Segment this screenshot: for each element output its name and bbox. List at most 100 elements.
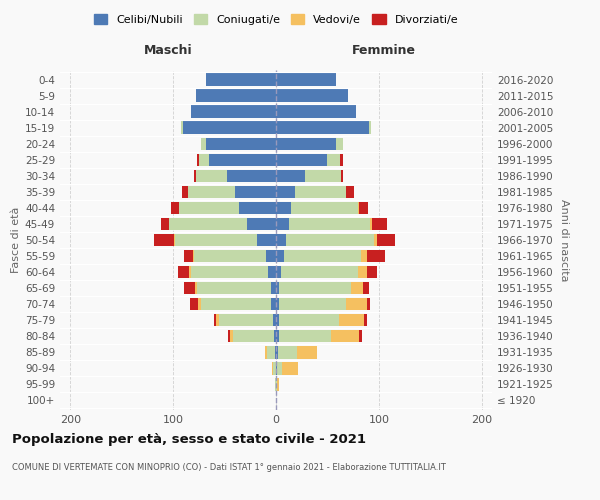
Bar	[276, 314, 279, 326]
Bar	[377, 234, 395, 246]
Bar	[191, 266, 268, 278]
Bar	[279, 282, 351, 294]
Bar	[268, 266, 276, 278]
Bar	[278, 346, 296, 358]
Bar	[276, 378, 277, 390]
Bar	[295, 186, 346, 198]
Bar	[328, 154, 340, 166]
Bar	[305, 170, 341, 182]
Bar	[358, 266, 367, 278]
Bar	[184, 282, 195, 294]
Bar	[275, 378, 276, 390]
Bar	[358, 202, 359, 214]
Bar	[367, 298, 370, 310]
Bar	[230, 330, 233, 342]
Bar	[227, 330, 230, 342]
Bar	[276, 106, 356, 118]
Bar	[277, 362, 282, 374]
Bar	[367, 266, 377, 278]
Bar	[199, 154, 209, 166]
Bar	[341, 170, 343, 182]
Bar	[276, 122, 368, 134]
Bar	[178, 266, 188, 278]
Bar	[367, 250, 385, 262]
Bar	[214, 314, 217, 326]
Bar	[179, 202, 239, 214]
Bar	[239, 202, 276, 214]
Bar	[154, 234, 174, 246]
Bar	[277, 378, 279, 390]
Text: COMUNE DI VERTEMATE CON MINOPRIO (CO) - Dati ISTAT 1° gennaio 2021 - Elaborazion: COMUNE DI VERTEMATE CON MINOPRIO (CO) - …	[12, 462, 446, 471]
Bar	[276, 170, 305, 182]
Bar	[276, 250, 284, 262]
Bar	[351, 282, 364, 294]
Bar	[276, 346, 278, 358]
Bar	[272, 362, 273, 374]
Bar	[196, 170, 227, 182]
Bar	[289, 218, 370, 230]
Bar	[276, 218, 289, 230]
Bar	[339, 314, 364, 326]
Bar	[276, 282, 279, 294]
Bar	[281, 266, 358, 278]
Bar	[359, 330, 362, 342]
Bar	[276, 266, 281, 278]
Bar	[193, 250, 194, 262]
Bar	[265, 346, 267, 358]
Bar	[198, 298, 201, 310]
Bar	[335, 138, 343, 150]
Bar	[201, 138, 206, 150]
Bar	[331, 330, 359, 342]
Bar	[161, 218, 169, 230]
Bar	[374, 234, 377, 246]
Bar	[181, 122, 184, 134]
Bar	[276, 186, 295, 198]
Bar	[359, 202, 368, 214]
Bar	[279, 314, 339, 326]
Bar	[276, 74, 335, 86]
Bar	[276, 90, 348, 102]
Bar	[175, 234, 257, 246]
Bar	[279, 330, 331, 342]
Bar	[273, 362, 276, 374]
Bar	[276, 298, 279, 310]
Bar	[296, 346, 317, 358]
Bar	[182, 186, 188, 198]
Y-axis label: Fasce di età: Fasce di età	[11, 207, 21, 273]
Bar	[271, 298, 276, 310]
Bar	[346, 186, 354, 198]
Bar	[169, 218, 247, 230]
Bar	[276, 154, 328, 166]
Bar	[197, 154, 199, 166]
Bar	[171, 202, 179, 214]
Bar	[188, 266, 191, 278]
Bar	[217, 314, 220, 326]
Bar	[184, 250, 193, 262]
Bar	[209, 154, 276, 166]
Bar	[266, 250, 276, 262]
Bar	[197, 282, 271, 294]
Bar	[282, 362, 298, 374]
Bar	[368, 122, 371, 134]
Bar	[174, 234, 175, 246]
Bar	[195, 282, 197, 294]
Bar	[276, 362, 277, 374]
Bar	[276, 234, 286, 246]
Y-axis label: Anni di nascita: Anni di nascita	[559, 198, 569, 281]
Bar	[247, 218, 276, 230]
Bar	[273, 314, 276, 326]
Bar	[286, 234, 374, 246]
Legend: Celibi/Nubili, Coniugati/e, Vedovi/e, Divorziati/e: Celibi/Nubili, Coniugati/e, Vedovi/e, Di…	[94, 14, 458, 25]
Bar	[279, 298, 346, 310]
Bar	[201, 298, 271, 310]
Bar	[184, 122, 276, 134]
Bar	[188, 186, 235, 198]
Bar	[227, 170, 276, 182]
Bar	[276, 202, 292, 214]
Bar	[364, 282, 368, 294]
Bar	[194, 250, 266, 262]
Bar	[257, 234, 276, 246]
Bar	[271, 282, 276, 294]
Bar	[346, 298, 367, 310]
Bar	[196, 90, 276, 102]
